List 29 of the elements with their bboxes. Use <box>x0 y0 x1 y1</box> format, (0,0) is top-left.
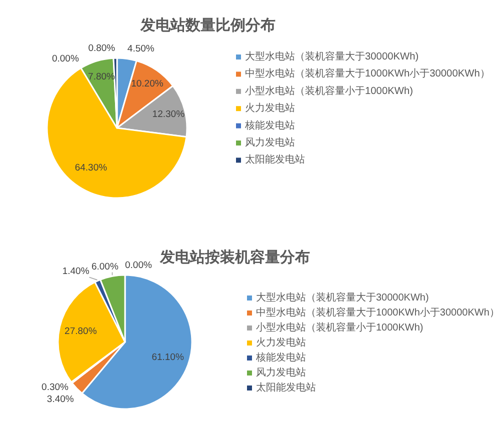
legend-label: 太阳能发电站 <box>245 154 305 166</box>
legend-label: 风力发电站 <box>256 366 306 378</box>
legend-label: 火力发电站 <box>256 336 306 348</box>
data-label: 12.30% <box>152 108 186 120</box>
legend-label: 中型水电站（装机容量大于1000KWh小于30000KWh） <box>245 68 490 80</box>
legend-label: 火力发电站 <box>245 102 295 114</box>
legend-label: 核能发电站 <box>244 119 295 132</box>
data-label: 0.80% <box>88 43 116 54</box>
data-label: 6.00% <box>91 261 119 272</box>
legend-label: 太阳能发电站 <box>256 382 316 394</box>
legend-label: 核能发电站 <box>255 352 306 364</box>
data-label: 0.30% <box>42 382 70 394</box>
data-label: 64.30% <box>74 162 108 174</box>
data-label: 27.80% <box>64 326 98 338</box>
legend-label: 风力发电站 <box>245 136 295 148</box>
legend-label: 大型水电站（装机容量大于30000KWh) <box>245 50 419 62</box>
chart-title: 发电站数量比例分布 <box>140 17 276 34</box>
data-label: 4.50% <box>127 44 155 55</box>
data-label: 10.20% <box>131 78 164 90</box>
legend-label: 中型水电站（装机容量大于1000KWh小于30000KWh） <box>256 306 500 318</box>
data-label: 61.10% <box>152 352 184 364</box>
chart-title: 发电站按装机容量分布 <box>159 248 310 266</box>
data-label: 3.40% <box>46 394 74 406</box>
data-label: 1.40% <box>62 266 90 278</box>
text: 0.00% <box>125 260 152 271</box>
legend-label: 大型水电站（装机容量大于30000KWh) <box>256 292 429 304</box>
text: 0.00% <box>52 54 79 65</box>
legend-label: 小型水电站（装机容量小于1000KWh) <box>256 322 424 334</box>
legend-label: 小型水电站（装机容量小于1000KWh) <box>245 84 413 97</box>
